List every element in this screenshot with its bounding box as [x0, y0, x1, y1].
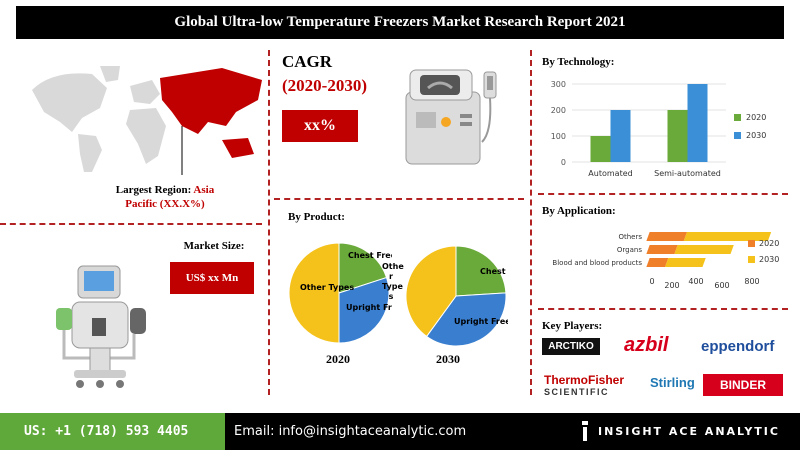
- app-x-tick-label: 0: [649, 277, 654, 286]
- pie-label-chest: Chest Freezers: [348, 251, 392, 260]
- region-label-prefix: Largest Region:: [115, 184, 192, 196]
- tech-bar-2020-automated: [590, 136, 611, 162]
- tech-y-tick-label: 300: [551, 80, 566, 89]
- pie-slice-chest-freezers: [338, 242, 388, 294]
- pie-chart-2020: Other Types Chest Freezers Upright Freez…: [288, 242, 392, 344]
- pie-slice-other-types: [405, 245, 457, 338]
- app-category-label: Organs: [617, 246, 642, 254]
- divider-middle: [274, 198, 524, 200]
- tech-legend-swatch: [734, 114, 741, 121]
- pie-label-upright: Upright Freezers: [346, 303, 392, 312]
- tech-legend-label: 2030: [746, 131, 766, 140]
- app-category-label: Others: [618, 233, 642, 241]
- stirling-logo: Stirling: [650, 375, 695, 390]
- thermofisher-logo-name: ThermoFisher: [544, 373, 625, 387]
- tech-bar-2030-automated: [610, 110, 631, 162]
- divider-vertical-left: [268, 50, 270, 395]
- by-application-title: By Application:: [542, 205, 616, 217]
- divider-right-1: [538, 193, 788, 195]
- world-map: [32, 66, 262, 175]
- other-vertical-3: Type: [382, 282, 403, 291]
- pie-2030-label-upright: Upright Freezers: [454, 317, 508, 326]
- tech-bar-2020-semi-automated: [667, 110, 688, 162]
- app-category-label: Blood and blood products: [552, 259, 642, 267]
- azbil-logo: azbil: [624, 334, 669, 356]
- pie-slice-chest-freezers: [455, 245, 507, 297]
- medical-device-icon: [56, 265, 146, 388]
- largest-region-label: Largest Region: Asia Pacific (XX.X%): [100, 183, 230, 211]
- divider-left: [0, 223, 262, 225]
- tech-category-label: Automated: [588, 169, 632, 178]
- thermofisher-logo: ThermoFisher SCIENTIFIC: [544, 374, 624, 398]
- pie-slice-other-types: [288, 242, 340, 344]
- app-x-tick-label: 600: [714, 281, 729, 290]
- pie-year-2030: 2030: [436, 352, 460, 366]
- by-technology-title: By Technology:: [542, 56, 615, 68]
- region-label-accent: Asia Pacific (XX.X%): [125, 184, 215, 210]
- eppendorf-logo: eppendorf: [701, 338, 775, 355]
- app-x-tick-label: 200: [664, 281, 679, 290]
- cagr-years: (2020-2030): [282, 76, 367, 95]
- pie-chart-2030: Chest Freezers Upright Freezers: [405, 245, 508, 347]
- report-title: Global Ultra-low Temperature Freezers Ma…: [16, 6, 784, 39]
- pie-2030-label-chest: Chest Freezers: [480, 267, 508, 276]
- pie-slice-upright-freezers: [338, 276, 390, 344]
- divider-right-2: [538, 308, 788, 310]
- app-bar-2020-0: [646, 232, 688, 241]
- tech-category-label: Semi-automated: [654, 169, 721, 178]
- tech-y-tick-label: 100: [551, 132, 566, 141]
- other-vertical-1: Othe: [382, 262, 404, 271]
- app-legend-label: 2030: [759, 255, 779, 264]
- brand-logo-icon: [582, 421, 588, 441]
- app-legend-swatch: [748, 256, 755, 263]
- app-bar-2030-2: [665, 258, 706, 267]
- app-bar-2030-1: [674, 245, 734, 254]
- app-bar-2020-2: [646, 258, 669, 267]
- market-size-value: US$ xx Mn: [170, 262, 254, 294]
- app-x-tick-label: 400: [688, 277, 703, 286]
- binder-logo: BINDER: [703, 374, 783, 396]
- technology-bar-chart: 0 100 200 300 Automated Semi-automated 2020 203…: [551, 80, 767, 178]
- tech-legend-swatch: [734, 132, 741, 139]
- key-players-title: Key Players:: [542, 320, 603, 332]
- pie-slice-upright-freezers: [425, 292, 507, 347]
- tech-y-tick-label: 200: [551, 106, 566, 115]
- tech-bar-2030-semi-automated: [687, 84, 708, 162]
- by-product-title: By Product:: [288, 211, 345, 223]
- pie-label-other-vertical: Othe r Type s: [382, 262, 404, 302]
- other-vertical-4: s: [388, 292, 394, 301]
- pie-label-other-types: Other Types: [300, 283, 354, 292]
- app-bar-2020-1: [646, 245, 678, 254]
- other-vertical-2: r: [389, 272, 393, 281]
- footer-email: Email: info@insightaceanalytic.com: [234, 424, 467, 439]
- tech-y-tick-label: 0: [561, 158, 566, 167]
- footer-phone: US: +1 (718) 593 4405: [0, 413, 225, 450]
- freezer-device-icon: [405, 69, 497, 165]
- divider-vertical-right: [530, 50, 532, 395]
- cagr-title: CAGR: [282, 52, 333, 71]
- tech-legend-label: 2020: [746, 113, 766, 122]
- app-legend-swatch: [748, 240, 755, 247]
- application-bar-chart: Others Organs Blood and blood products 0 200…: [552, 232, 779, 290]
- pie-year-2020: 2020: [326, 352, 350, 366]
- app-legend-label: 2020: [759, 239, 779, 248]
- footer-brand: INSIGHT ACE ANALYTIC: [598, 425, 780, 438]
- thermofisher-logo-sub: SCIENTIFIC: [544, 387, 610, 397]
- app-x-tick-label: 800: [744, 277, 759, 286]
- market-size-label: Market Size:: [183, 240, 245, 252]
- arctiko-logo: ARCTIKO: [542, 338, 600, 355]
- cagr-value: xx%: [282, 110, 358, 142]
- app-bar-2030-0: [683, 232, 772, 241]
